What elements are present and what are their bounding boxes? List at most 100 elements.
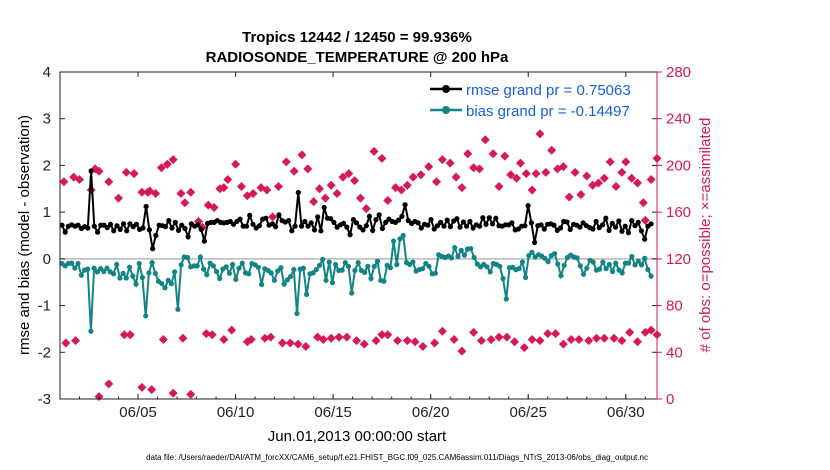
bias-point xyxy=(152,270,158,276)
rmse-point xyxy=(175,227,182,233)
obs-assimilated-point xyxy=(646,174,656,184)
y-left-tick-label: 1 xyxy=(43,204,51,221)
obs-assimilated-mark xyxy=(350,176,360,186)
x-tick-label: 06/20 xyxy=(412,404,450,421)
obs-possible-point xyxy=(207,330,217,340)
bias-point xyxy=(320,256,326,262)
obs-possible-point xyxy=(125,330,135,340)
bias-point xyxy=(397,236,403,242)
obs-possible-point xyxy=(551,329,561,339)
obs-possible-point xyxy=(71,336,81,346)
obs-possible-point xyxy=(119,330,129,340)
obs-assimilated-point xyxy=(570,167,580,177)
obs-assimilated-point xyxy=(361,204,371,214)
rmse-point xyxy=(311,227,318,233)
rmse-point xyxy=(111,228,117,234)
obs-assimilated-point xyxy=(332,188,342,198)
bias-point xyxy=(468,246,474,252)
obs-possible-point xyxy=(277,338,287,348)
obs-assimilated-mark xyxy=(480,135,490,145)
obs-assimilated-mark xyxy=(303,164,313,174)
rmse-point xyxy=(486,215,492,221)
bias-point xyxy=(168,281,174,287)
obs-assimilated-mark xyxy=(558,162,568,172)
rmse-point xyxy=(428,217,434,223)
bias-point xyxy=(635,258,641,264)
rmse-point xyxy=(295,189,301,196)
obs-assimilated-mark xyxy=(121,167,131,177)
obs-assimilated-point xyxy=(129,169,139,179)
rmse-point xyxy=(577,224,583,230)
obs-assimilated-point xyxy=(137,187,147,197)
bias-point xyxy=(365,263,371,269)
rmse-point xyxy=(331,219,337,225)
obs-assimilated-mark xyxy=(500,151,510,161)
bias-point xyxy=(294,310,300,317)
obs-assimilated-point xyxy=(168,155,178,165)
obs-possible-point xyxy=(574,334,584,344)
rmse-point xyxy=(104,225,110,231)
y-right-tick-label: 160 xyxy=(666,204,691,221)
obs-assimilated-point xyxy=(303,164,313,174)
rmse-point xyxy=(402,202,408,208)
bias-point xyxy=(210,263,216,269)
obs-possible-point xyxy=(519,343,529,353)
bias-point xyxy=(204,272,210,278)
rmse-point xyxy=(298,223,305,229)
obs-assimilated-point xyxy=(627,173,637,183)
bias-point xyxy=(590,259,596,265)
rmse-point xyxy=(286,218,292,224)
obs-assimilated-point xyxy=(605,157,615,167)
bias-point xyxy=(75,260,81,267)
rmse-point xyxy=(480,215,486,221)
obs-assimilated-mark xyxy=(289,166,299,176)
bias-point xyxy=(300,265,306,271)
bias-point xyxy=(159,281,165,287)
bias-point xyxy=(455,253,461,260)
rmse-point xyxy=(169,225,175,231)
rmse-point xyxy=(363,223,369,229)
bias-point xyxy=(645,267,651,273)
obs-assimilated-mark xyxy=(314,184,324,194)
obs-assimilated-mark xyxy=(396,185,406,195)
obs-assimilated-mark xyxy=(512,173,522,183)
rmse-point xyxy=(528,220,535,226)
obs-assimilated-point xyxy=(500,151,510,161)
rmse-point xyxy=(425,222,431,228)
rmse-point xyxy=(247,212,253,218)
obs-assimilated-mark xyxy=(75,174,85,184)
obs-assimilated-mark xyxy=(638,198,648,208)
bias-point xyxy=(226,270,232,276)
obs-assimilated-point xyxy=(377,153,387,163)
rmse-point xyxy=(308,220,314,226)
rmse-point xyxy=(396,217,402,223)
rmse-point xyxy=(447,224,453,230)
obs-assimilated-mark xyxy=(59,177,69,187)
bias-point xyxy=(117,275,123,281)
obs-assimilated-mark xyxy=(488,149,498,159)
obs-possible-point xyxy=(285,338,295,348)
rmse-point xyxy=(457,224,463,230)
rmse-point xyxy=(366,213,373,219)
rmse-point xyxy=(124,228,130,234)
rmse-point xyxy=(256,223,262,229)
obs-possible-point xyxy=(410,337,420,347)
bias-point xyxy=(194,263,200,269)
bias-point xyxy=(387,265,393,271)
bias-point xyxy=(545,259,551,265)
rmse-point xyxy=(454,216,460,222)
obs-possible-point xyxy=(502,332,512,342)
bias-point xyxy=(310,270,316,276)
obs-assimilated-point xyxy=(268,212,278,222)
bias-point xyxy=(345,263,352,269)
obs-assimilated-point xyxy=(494,181,504,191)
obs-assimilated-point xyxy=(326,180,336,190)
bias-point xyxy=(584,265,590,271)
rmse-point xyxy=(243,223,250,229)
obs-assimilated-point xyxy=(480,135,490,145)
bias-point xyxy=(281,281,287,287)
rmse-point xyxy=(153,232,159,239)
obs-possible-point xyxy=(609,333,619,343)
obs-possible-point xyxy=(326,333,336,343)
obs-possible-point xyxy=(334,332,344,342)
